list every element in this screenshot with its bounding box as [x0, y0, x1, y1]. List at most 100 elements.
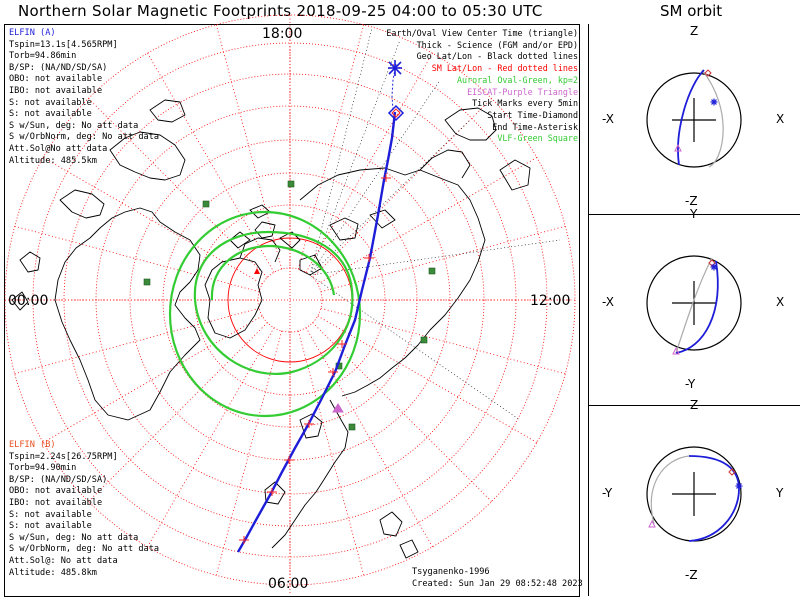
- sm-spoke: [14, 307, 260, 375]
- view-center-triangle: [674, 143, 682, 152]
- eiscat-triangle: [332, 403, 344, 413]
- coast-arctic-islands: [229, 204, 323, 276]
- coast-eurasia: [299, 167, 486, 397]
- clock-label-top: 18:00: [262, 26, 303, 42]
- panel-frames: [4, 24, 800, 597]
- elfin_a-line: Torb=94.86min: [9, 51, 77, 62]
- start-diamond: [708, 259, 716, 267]
- track-tick-marks: [239, 174, 391, 544]
- legend: Earth/Oval View Center Time (triangle) Th…: [386, 28, 578, 145]
- view-center-triangle: [672, 346, 680, 355]
- elfin_a-line: S: not available: [9, 97, 92, 108]
- start-diamond: [704, 69, 712, 77]
- elfin_a-line: Tspin=13.1s[4.565RPM]: [9, 39, 118, 50]
- legend-entry: EISCAT-Purple Triangle: [467, 86, 578, 97]
- view-center-triangle: [254, 268, 260, 274]
- orbit-title: SM orbit: [660, 2, 723, 20]
- clock-label-right: 12:00: [530, 293, 571, 309]
- auroral-oval-outer: [168, 210, 362, 418]
- sm-spoke: [88, 322, 268, 502]
- elfin_a-line: S w/OrbNorm, deg: No att data: [9, 132, 160, 143]
- elfin_b-line: Altitude: 485.8km: [9, 567, 97, 578]
- orbit-axis-label-right: X: [776, 295, 785, 309]
- orbit-axis-label-left: -X: [602, 295, 614, 309]
- orbit-path-far-side: [701, 69, 724, 168]
- vlf-square: [420, 336, 428, 344]
- elfin_a-line: S: not available: [9, 109, 92, 120]
- vlf-square: [287, 180, 295, 188]
- sm-spoke: [215, 24, 283, 270]
- orbit-axis-label-bottom: -Z: [685, 194, 698, 208]
- elfin_a-line: Att.Sol@No att data: [9, 143, 108, 154]
- coast-alaska: [109, 131, 186, 181]
- elfin_b-line: S w/OrbNorm, deg: No att data: [9, 544, 160, 555]
- elfin_b-line: B/SP: (NA/ND/SD/SA): [9, 474, 108, 485]
- end-asterisk: [711, 264, 717, 270]
- orbit-axis-label-top: Z: [690, 398, 699, 412]
- vlf-stations: [143, 180, 436, 431]
- coastlines: [11, 99, 531, 559]
- legend-entry: Earth/Oval View Center Time (triangle): [386, 28, 578, 38]
- orbit-axis-label-top: Z: [690, 24, 699, 38]
- elfin_a-line: B/SP: (NA/ND/SD/SA): [9, 62, 108, 73]
- orbit-panel-1: [646, 69, 742, 168]
- end-asterisk: [711, 99, 717, 105]
- map-frame: [4, 24, 580, 597]
- orbit-axis-label-right: Y: [776, 486, 784, 500]
- legend-entry: VLF-Green Square: [497, 133, 578, 144]
- elfin_a-line: OBO: not available: [9, 74, 103, 85]
- legend-entry: Start Time-Diamond: [487, 109, 578, 120]
- vlf-square: [348, 423, 356, 431]
- orbit-axis-label-top: Y: [690, 207, 698, 221]
- sm-spoke: [317, 315, 538, 443]
- view-center-triangle: [648, 519, 656, 528]
- orbit-axis-label-bottom: -Z: [685, 568, 698, 582]
- clock-label-bottom: 06:00: [268, 576, 309, 592]
- sm-spoke: [305, 327, 433, 548]
- sm-spoke: [317, 157, 538, 285]
- elfin-b-name: ELFIN (B): [9, 440, 56, 450]
- sm-spoke: [297, 24, 365, 270]
- orbit-panel-2: [646, 255, 742, 355]
- track-thick: [236, 111, 397, 553]
- sm-spoke: [14, 225, 260, 293]
- legend-entry: Auroral Oval-Green, kp=2: [456, 74, 578, 85]
- end-asterisk: [388, 60, 402, 76]
- auroral-ovals: [168, 210, 362, 418]
- elfin_b-line: OBO: not available: [9, 486, 103, 497]
- sm-spoke: [42, 157, 263, 285]
- sm-spoke: [147, 327, 275, 548]
- elfin_a-line: Altitude: 485.5km: [9, 155, 97, 166]
- sm-spoke: [320, 225, 566, 293]
- elfin_b-line: Att.Sol@: No att data: [9, 555, 118, 566]
- vlf-square: [428, 267, 436, 275]
- orbit-axis-label-left: -X: [602, 112, 614, 126]
- legend-entry: Thick - Science (FGM and/or EPD): [416, 39, 578, 50]
- model-credit: Tsyganenko-1996: [412, 567, 490, 577]
- orbit-axis-label-bottom: -Y: [685, 377, 696, 391]
- orbit-path-near-side: [688, 455, 740, 542]
- coast-greenland: [204, 257, 263, 339]
- legend-entry: End Time-Asterisk: [492, 121, 578, 132]
- elfin_a-line: S w/Sun, deg: No att data: [9, 120, 139, 131]
- orbit-path-far-side: [675, 257, 713, 354]
- earth-circle: [646, 72, 742, 168]
- elfin_a-line: IBO: not available: [9, 85, 103, 96]
- end-asterisk: [736, 483, 742, 489]
- map-title: Northern Solar Magnetic Footprints 2018-…: [18, 2, 543, 20]
- coast-scandinavia: [271, 399, 349, 549]
- auroral-oval-inner: [193, 230, 354, 375]
- sm-spoke: [320, 307, 566, 375]
- sm-spoke: [215, 330, 283, 576]
- sm-spoke: [297, 330, 365, 576]
- orbit-panel-3: [646, 446, 743, 542]
- vlf-square: [202, 200, 210, 208]
- sm-spoke: [147, 52, 275, 273]
- earth-circle: [646, 255, 742, 351]
- elfin_b-line: S w/Sun, deg: No att data: [9, 532, 139, 543]
- elfin-a-info: ELFIN (A) Tspin=13.1s[4.565RPM] Torb=94.8…: [9, 28, 159, 167]
- elfin-a-name: ELFIN (A): [9, 28, 56, 38]
- created-timestamp: Created: Sun Jan 29 08:52:48 2023: [412, 579, 583, 589]
- sm-spoke: [312, 98, 492, 278]
